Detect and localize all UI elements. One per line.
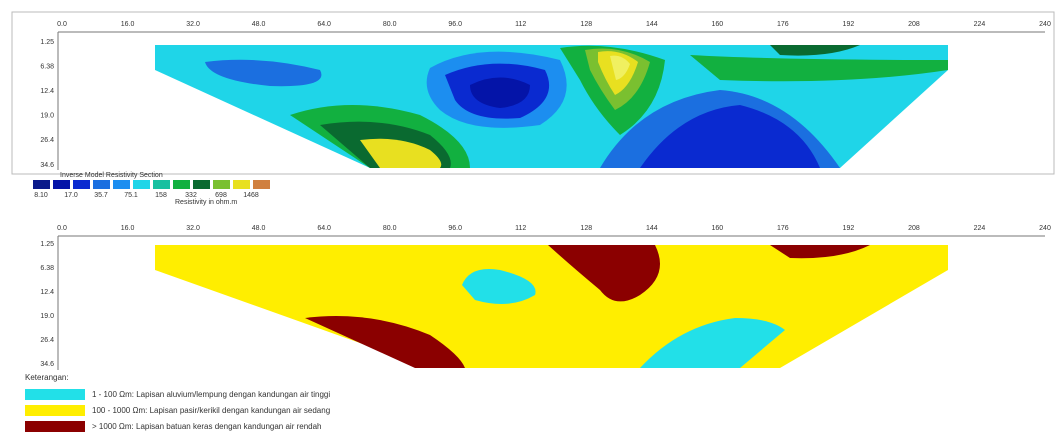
x-tick-label: 224: [974, 21, 986, 28]
x-tick-label: 48.0: [252, 225, 266, 232]
depth-tick-label: 12.4: [40, 289, 54, 296]
depth-tick-label: 19.0: [40, 113, 54, 120]
colorbar-label: 17.0: [64, 192, 78, 199]
x-tick-label: 224: [974, 225, 986, 232]
x-tick-label: 160: [711, 21, 723, 28]
depth-tick-label: 12.4: [40, 88, 54, 95]
colorbar-label: 158: [155, 192, 167, 199]
x-tick-label: 32.0: [186, 21, 200, 28]
x-tick-label: 16.0: [121, 21, 135, 28]
colorbar-label: 332: [185, 192, 197, 199]
legend-title: Keterangan:: [25, 373, 69, 382]
colorbar: [33, 180, 270, 189]
x-tick-label: 144: [646, 21, 658, 28]
colorbar-label: 75.1: [124, 192, 138, 199]
x-tick-label: 208: [908, 21, 920, 28]
colorbar-label: 8.10: [34, 192, 48, 199]
depth-tick-label: 26.4: [40, 137, 54, 144]
x-tick-label: 64.0: [317, 21, 331, 28]
depth-tick-label: 6.38: [40, 265, 54, 272]
colorbar-label: 35.7: [94, 192, 108, 199]
depth-tick-label: 19.0: [40, 313, 54, 320]
x-tick-label: 64.0: [317, 225, 331, 232]
x-tick-label: 80.0: [383, 21, 397, 28]
legend-item: > 1000 Ωm: Lapisan batuan keras dengan k…: [92, 422, 321, 431]
legend-item: 100 - 1000 Ωm: Lapisan pasir/kerikil den…: [92, 406, 330, 415]
x-tick-label: 112: [515, 225, 526, 232]
legend-swatch: [25, 389, 85, 400]
x-tick-label: 112: [515, 21, 526, 28]
depth-tick-label: 26.4: [40, 337, 54, 344]
x-tick-label: 32.0: [186, 225, 200, 232]
x-tick-label: 176: [777, 21, 789, 28]
x-tick-label: 0.0: [57, 225, 67, 232]
x-tick-label: 160: [711, 225, 723, 232]
colorbar-label: 698: [215, 192, 227, 199]
x-tick-label: 0.0: [57, 21, 67, 28]
x-tick-label: 80.0: [383, 225, 397, 232]
x-tick-label: 128: [580, 225, 592, 232]
section-title: Inverse Model Resistivity Section: [60, 172, 163, 179]
x-tick-label: 240: [1039, 225, 1051, 232]
legend-swatch: [25, 421, 85, 432]
x-tick-label: 176: [777, 225, 789, 232]
depth-tick-label: 34.6: [40, 162, 54, 169]
top-section: [155, 45, 948, 168]
bottom-section: [155, 245, 948, 368]
x-tick-label: 192: [843, 225, 855, 232]
colorbar-label: 1468: [243, 192, 259, 199]
depth-tick-label: 1.25: [40, 39, 54, 46]
x-tick-label: 192: [843, 21, 855, 28]
depth-tick-label: 34.6: [40, 361, 54, 368]
x-tick-label: 128: [580, 21, 592, 28]
legend-swatch: [25, 405, 85, 416]
x-tick-label: 96.0: [448, 225, 462, 232]
x-tick-label: 96.0: [448, 21, 462, 28]
x-tick-label: 144: [646, 225, 658, 232]
legend-item: 1 - 100 Ωm: Lapisan aluvium/lempung deng…: [92, 390, 330, 399]
x-tick-label: 208: [908, 225, 920, 232]
top-frame: [11, 11, 1055, 175]
x-tick-label: 240: [1039, 21, 1051, 28]
depth-tick-label: 6.38: [40, 63, 54, 70]
colorbar-caption: Resistivity in ohm.m: [175, 199, 237, 206]
x-tick-label: 48.0: [252, 21, 266, 28]
x-tick-label: 16.0: [121, 225, 135, 232]
depth-tick-label: 1.25: [40, 241, 54, 248]
